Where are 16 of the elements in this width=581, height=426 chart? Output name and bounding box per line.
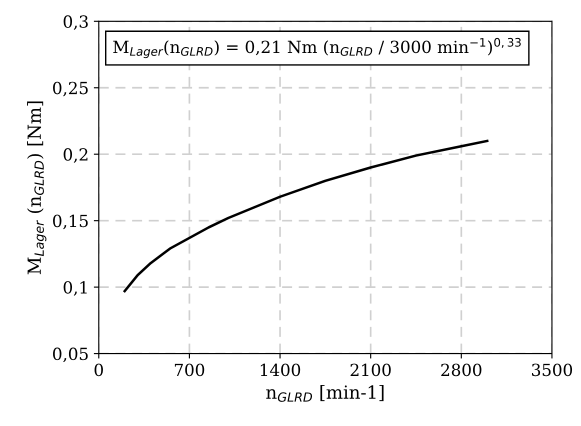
line-series [123, 140, 488, 292]
text: M$_{Lager}$(n$_{GLRD}$) = 0,21 Nm (n$_{GLRD}$ / 3000 min$^{−1}$)$^{0,33}$ [113, 38, 521, 58]
x-tick-label: 1400 [260, 364, 300, 376]
x-tick-label: 2800 [441, 364, 482, 376]
y-tick-label: 0,15 [53, 214, 88, 230]
y-tick-label: 0,05 [53, 348, 88, 362]
x-tick-label: 700 [174, 364, 204, 376]
y-tick-label: 0,2 [64, 148, 88, 163]
x-tick-label: 0 [94, 364, 103, 376]
x-tick-label: 3500 [532, 364, 572, 376]
x-tick-label: 2100 [350, 364, 391, 376]
x-axis-title: n$_{GLRD}$ [min-1] [266, 384, 384, 402]
y-tick-label: 0,25 [53, 82, 88, 96]
y-tick-label: 0,3 [64, 15, 88, 30]
y-tick-label: 0,1 [64, 281, 87, 296]
y-axis-title: M$_{Lager}$ (n$_{GLRD}$) [Nm] [27, 101, 46, 274]
